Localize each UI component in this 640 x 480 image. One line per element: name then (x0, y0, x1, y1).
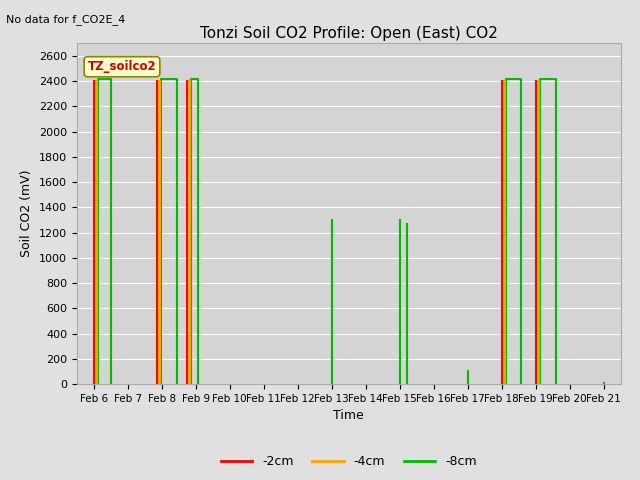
X-axis label: Time: Time (333, 409, 364, 422)
Legend: -2cm, -4cm, -8cm: -2cm, -4cm, -8cm (216, 450, 482, 473)
Text: No data for f_CO2E_4: No data for f_CO2E_4 (6, 14, 125, 25)
Y-axis label: Soil CO2 (mV): Soil CO2 (mV) (20, 170, 33, 257)
Text: TZ_soilco2: TZ_soilco2 (88, 60, 156, 73)
Title: Tonzi Soil CO2 Profile: Open (East) CO2: Tonzi Soil CO2 Profile: Open (East) CO2 (200, 25, 498, 41)
